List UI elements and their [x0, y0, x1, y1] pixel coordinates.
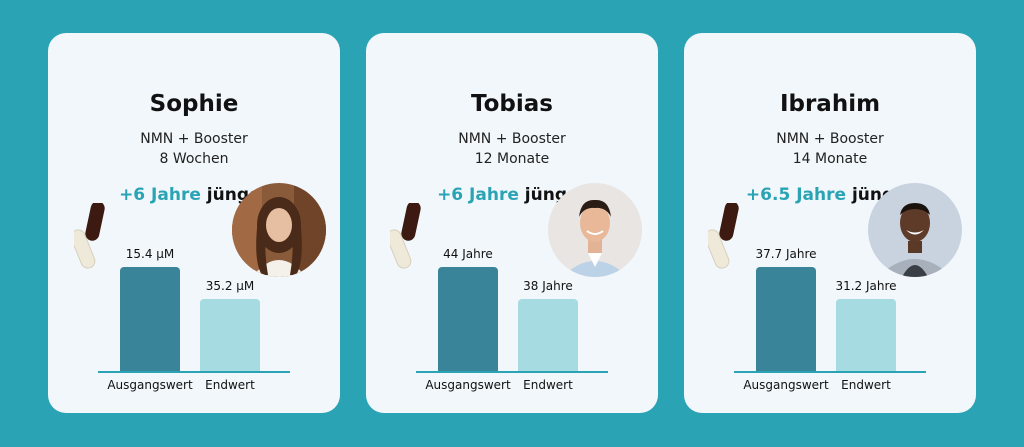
testimonial-card-ibrahim: Ibrahim NMN + Booster 14 Monate +6.5 Jah…: [684, 33, 976, 413]
card-duration: 8 Wochen: [159, 151, 229, 167]
card-name: Sophie: [149, 91, 239, 117]
axis-label-baseline: Ausgangswert: [743, 378, 829, 392]
testimonial-card-tobias: Tobias NMN + Booster 12 Monate +6 Jahre …: [366, 33, 658, 413]
bar-end-value: 35.2 µM: [205, 279, 255, 293]
card-duration: 14 Monate: [792, 151, 868, 167]
avatar-photo-tobias: [548, 183, 642, 277]
bar-end: [518, 299, 578, 371]
bar-end: [836, 299, 896, 371]
result-highlight: +6 Jahre: [437, 185, 519, 205]
bar-baseline: [756, 267, 816, 371]
bar-baseline: [438, 267, 498, 371]
card-supplement: NMN + Booster: [140, 131, 248, 147]
bar-baseline: [120, 267, 180, 371]
card-supplement: NMN + Booster: [776, 131, 884, 147]
capsules-icon: [74, 203, 105, 269]
capsules-icon: [390, 203, 421, 269]
axis-label-end: Endwert: [205, 378, 255, 392]
axis-label-baseline: Ausgangswert: [425, 378, 511, 392]
testimonial-card-sophie: Sophie NMN + Booster 8 Wochen +6 Jahre j…: [48, 33, 340, 413]
bar-baseline-value: 37.7 Jahre: [755, 247, 817, 261]
chart-axis-line: [734, 371, 926, 373]
bar-baseline-value: 15.4 µM: [125, 247, 175, 261]
card-duration: 12 Monate: [474, 151, 550, 167]
chart-axis-line: [98, 371, 290, 373]
avatar-photo-ibrahim: [868, 183, 962, 277]
card-name: Tobias: [471, 91, 553, 117]
card-supplement: NMN + Booster: [458, 131, 566, 147]
capsules-icon: [708, 203, 739, 269]
card-name: Ibrahim: [779, 91, 881, 117]
axis-label-baseline: Ausgangswert: [107, 378, 193, 392]
bar-baseline-value: 44 Jahre: [443, 247, 493, 261]
avatar-photo-sophie: [232, 183, 326, 277]
bar-end-value: 31.2 Jahre: [835, 279, 897, 293]
chart-axis-line: [416, 371, 608, 373]
result-highlight: +6 Jahre: [119, 185, 201, 205]
bar-end: [200, 299, 260, 371]
result-highlight: +6.5 Jahre: [745, 185, 847, 205]
bar-end-value: 38 Jahre: [523, 279, 573, 293]
axis-label-end: Endwert: [841, 378, 891, 392]
axis-label-end: Endwert: [523, 378, 573, 392]
